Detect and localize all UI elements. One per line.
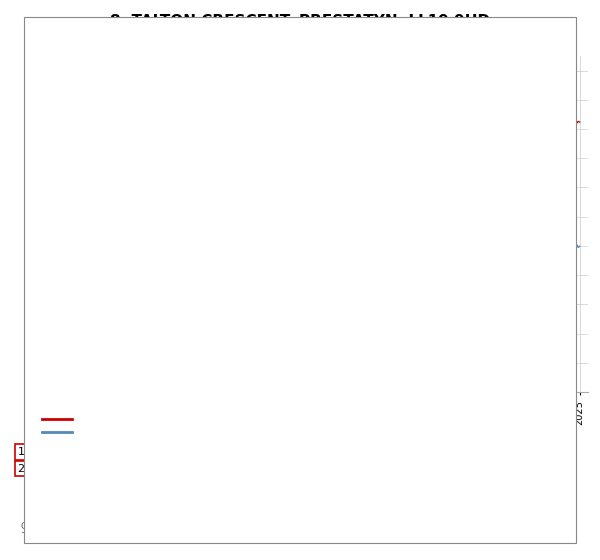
Text: 18-FEB-2015: 18-FEB-2015	[54, 445, 133, 459]
Text: 2: 2	[17, 464, 25, 474]
Text: 8, TALTON CRESCENT, PRESTATYN, LL19 9HD (detached house): 8, TALTON CRESCENT, PRESTATYN, LL19 9HD …	[78, 414, 430, 424]
Text: £290,000: £290,000	[168, 445, 225, 459]
Text: Contains HM Land Registry data © Crown copyright and database right 2024.
This d: Contains HM Land Registry data © Crown c…	[21, 522, 373, 542]
Text: 8, TALTON CRESCENT, PRESTATYN, LL19 9HD: 8, TALTON CRESCENT, PRESTATYN, LL19 9HD	[110, 14, 490, 29]
Text: 1: 1	[411, 74, 418, 85]
Text: 1: 1	[17, 447, 25, 457]
Text: Price paid vs. HM Land Registry's House Price Index (HPI): Price paid vs. HM Land Registry's House …	[131, 24, 469, 37]
Point	[409, 218, 419, 227]
Text: 28-JUL-2022: 28-JUL-2022	[54, 462, 133, 475]
Bar	[414, 56, 539, 392]
Text: 70% ↑ HPI: 70% ↑ HPI	[282, 445, 346, 459]
Text: HPI: Average price, detached house, Denbighshire: HPI: Average price, detached house, Denb…	[78, 427, 359, 437]
Text: 89% ↑ HPI: 89% ↑ HPI	[282, 462, 346, 475]
Text: 2: 2	[535, 74, 542, 85]
Point	[534, 110, 544, 119]
Text: £475,000: £475,000	[168, 462, 225, 475]
